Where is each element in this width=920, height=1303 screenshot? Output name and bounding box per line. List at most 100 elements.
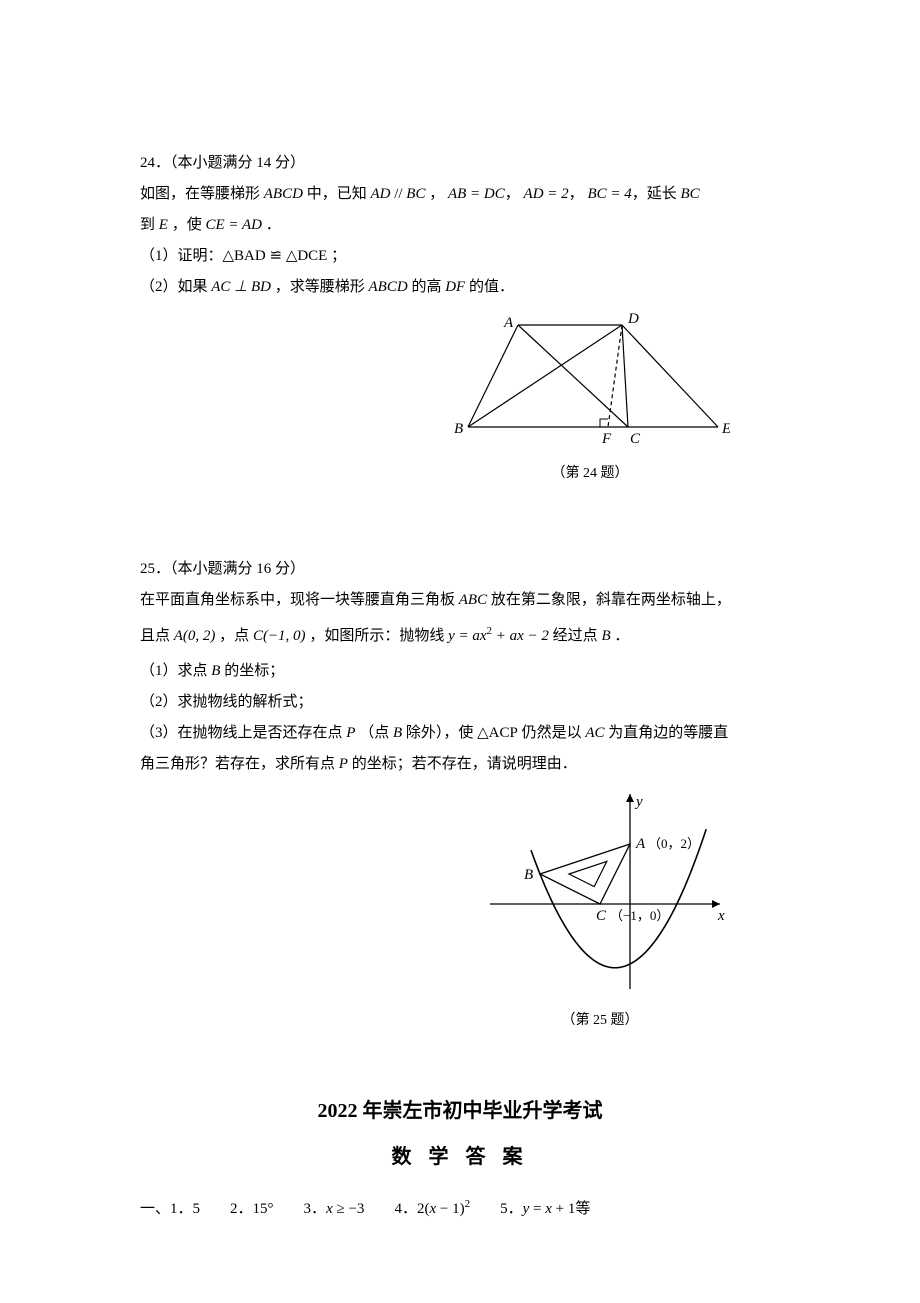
n2: 2． <box>230 1201 253 1217</box>
n4: 4． <box>394 1201 417 1217</box>
text: ． <box>611 628 630 644</box>
text: ， <box>569 186 588 202</box>
svg-text:E: E <box>721 421 730 437</box>
text: 的高 <box>408 279 446 295</box>
svg-text:x: x <box>717 908 725 924</box>
text: ，求等腰梯形 <box>271 279 369 295</box>
text: 到 <box>140 217 159 233</box>
answers-title: 2022 年崇左市初中毕业升学考试 <box>140 1093 780 1129</box>
text: （2）如果 <box>140 279 211 295</box>
q25-number: 25． <box>140 561 170 577</box>
text: （1）证明： <box>140 248 223 264</box>
q24-line1: 如图，在等腰梯形 ABCD 中，已知 AD // BC ， AB = DC， A… <box>140 181 780 208</box>
a4sup: 2 <box>465 1198 471 1210</box>
var-abcd2: ABCD <box>369 279 408 295</box>
text: 在平面直角坐标系中，现将一块等腰直角三角板 <box>140 592 459 608</box>
ans5: 5．y = x + 1等 <box>500 1196 590 1223</box>
a3x: x <box>326 1201 333 1217</box>
var-abcd: ABCD <box>264 186 303 202</box>
svg-text:A: A <box>503 315 514 331</box>
text: 仍然是以 <box>518 725 586 741</box>
text: （点 <box>355 725 393 741</box>
q24-line2: 到 E ，使 CE = AD ． <box>140 212 780 239</box>
text: （3）在抛物线上是否还存在点 <box>140 725 346 741</box>
a5eq: = <box>529 1201 545 1217</box>
a4a: 2( <box>417 1201 430 1217</box>
text: （2）求抛物线的解析式； <box>140 694 313 710</box>
a1: 5 <box>193 1201 201 1217</box>
tri-dce: △DCE <box>286 248 328 264</box>
q24-header-text: （本小题满分 14 分） <box>170 155 305 171</box>
svg-text:y: y <box>634 794 643 810</box>
var-e: E <box>159 217 168 233</box>
eq-abdc: AB = DC <box>448 186 505 202</box>
q25-caption: （第 25 题） <box>420 1008 780 1033</box>
text: ，延长 <box>632 186 681 202</box>
svg-text:F: F <box>601 431 612 447</box>
a2: 15° <box>253 1201 274 1217</box>
text: 一、 <box>140 1201 170 1217</box>
q25-line2: 且点 A(0, 2) ，点 C(−1, 0) ，如图所示：抛物线 y = ax2… <box>140 622 780 650</box>
text: 角三角形？若存在，求所有点 <box>140 756 339 772</box>
svg-text:B: B <box>524 867 533 883</box>
q25-p2: （2）求抛物线的解析式； <box>140 689 780 716</box>
a4c: − 1) <box>436 1201 464 1217</box>
a5e: 等 <box>575 1201 590 1217</box>
text: 中，已知 <box>303 186 371 202</box>
var-bc2: BC <box>681 186 700 202</box>
text: 除外），使 <box>402 725 477 741</box>
eq2: + ax − 2 <box>492 628 549 644</box>
text: 放在第二象限，斜靠在两坐标轴上， <box>487 592 731 608</box>
text: ； <box>327 248 346 264</box>
svg-text:（0，2）: （0，2） <box>648 836 700 851</box>
parallel: // <box>390 186 406 202</box>
tri-bad: △BAD <box>223 248 266 264</box>
svg-text:D: D <box>627 311 639 327</box>
n5: 5． <box>500 1201 523 1217</box>
var-p2: P <box>339 756 348 772</box>
var-abc: ABC <box>459 592 487 608</box>
q25-header-text: （本小题满分 16 分） <box>170 561 305 577</box>
answers-row: 一、1．5 2．15° 3．x ≥ −3 4．2(x − 1)2 5．y = x… <box>140 1195 780 1223</box>
cong: ≌ <box>266 248 286 264</box>
q24-header: 24．（本小题满分 14 分） <box>140 150 780 177</box>
var-bc: BC <box>406 186 425 202</box>
n1: 1． <box>170 1201 193 1217</box>
a5x: x <box>545 1201 552 1217</box>
ans2: 2．15° <box>230 1196 274 1223</box>
var-ac: AC <box>585 725 604 741</box>
ans4: 4．2(x − 1)2 <box>394 1195 470 1223</box>
text: 的坐标；若不存在，请说明理由． <box>348 756 577 772</box>
svg-text:B: B <box>454 421 463 437</box>
var-df: DF <box>445 279 465 295</box>
svg-text:A: A <box>635 836 646 852</box>
text: 为直角边的等腰直 <box>605 725 729 741</box>
text: 经过点 <box>549 628 602 644</box>
text: 的坐标； <box>220 663 284 679</box>
q24-figure: ADBCEF （第 24 题） <box>400 307 780 486</box>
q25-figure: yxA（0，2）BC（−1，0） （第 25 题） <box>420 784 780 1033</box>
text: ， <box>505 186 524 202</box>
q24-svg: A D B C E F <box>450 307 730 457</box>
text: 如图，在等腰梯形 <box>140 186 264 202</box>
text: ， <box>425 186 448 202</box>
svg-text:C: C <box>630 431 641 447</box>
pt-a: A(0, 2) <box>174 628 216 644</box>
q25-p3a: （3）在抛物线上是否还存在点 P （点 B 除外），使 △ACP 仍然是以 AC… <box>140 720 780 747</box>
text: 且点 <box>140 628 174 644</box>
text: ． <box>262 217 281 233</box>
eq-acbd: AC ⊥ BD <box>211 279 271 295</box>
eq-bc4: BC = 4 <box>587 186 631 202</box>
eq-cead: CE = AD <box>205 217 262 233</box>
text: 的值． <box>465 279 514 295</box>
var-b3: B <box>393 725 402 741</box>
q25-svg: yxA（0，2）BC（−1，0） <box>470 784 730 1004</box>
answers-subtitle: 数 学 答 案 <box>140 1139 780 1175</box>
n3: 3． <box>304 1201 327 1217</box>
q24-part2: （2）如果 AC ⊥ BD ，求等腰梯形 ABCD 的高 DF 的值． <box>140 274 780 301</box>
eq1: y = ax <box>448 628 486 644</box>
q25-line1: 在平面直角坐标系中，现将一块等腰直角三角板 ABC 放在第二象限，斜靠在两坐标轴… <box>140 587 780 614</box>
q24-number: 24． <box>140 155 170 171</box>
q25-header: 25．（本小题满分 16 分） <box>140 556 780 583</box>
q24-part1: （1）证明：△BAD ≌ △DCE ； <box>140 243 780 270</box>
